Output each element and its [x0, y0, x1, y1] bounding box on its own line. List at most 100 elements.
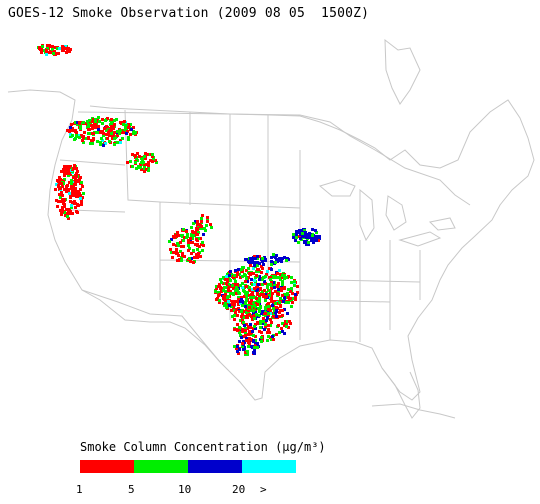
smoke-pixel [250, 338, 253, 341]
smoke-pixel [180, 234, 183, 237]
smoke-pixel [289, 297, 292, 300]
smoke-pixel [264, 259, 267, 262]
smoke-pixel [177, 244, 180, 247]
smoke-pixel [244, 353, 247, 356]
smoke-pixel [121, 129, 124, 132]
smoke-pixel [65, 212, 68, 215]
smoke-pixel [235, 292, 238, 295]
smoke-pixel [242, 348, 245, 351]
smoke-pixel [57, 52, 60, 55]
smoke-pixel [232, 293, 235, 296]
smoke-pixel [284, 320, 287, 323]
smoke-pixel [224, 293, 227, 296]
smoke-pixel [283, 324, 286, 327]
smoke-pixel [199, 255, 202, 258]
smoke-pixel [77, 204, 80, 207]
smoke-pixel [244, 280, 247, 283]
smoke-pixel [80, 203, 83, 206]
smoke-pixel [264, 314, 267, 317]
smoke-pixel [246, 314, 249, 317]
smoke-pixel [262, 312, 265, 315]
smoke-pixel [74, 121, 77, 124]
smoke-pixel [59, 187, 62, 190]
smoke-pixel [58, 47, 61, 50]
smoke-pixel [273, 310, 276, 313]
smoke-pixel [281, 314, 284, 317]
smoke-pixel [69, 133, 72, 136]
smoke-pixel [314, 229, 317, 232]
smoke-pixel [259, 322, 262, 325]
smoke-pixel [143, 167, 146, 170]
smoke-pixel [251, 288, 254, 291]
smoke-pixel [247, 309, 250, 312]
smoke-pixel [68, 208, 71, 211]
smoke-pixel [72, 167, 75, 170]
smoke-pixel [292, 233, 295, 236]
smoke-pixel [242, 321, 245, 324]
smoke-pixel [134, 156, 137, 159]
smoke-pixel [254, 257, 257, 260]
smoke-pixel [97, 116, 100, 119]
smoke-pixel [218, 283, 221, 286]
smoke-pixel [245, 339, 248, 342]
smoke-pixel [190, 233, 193, 236]
smoke-pixel [119, 139, 122, 142]
smoke-pixel [69, 48, 72, 51]
smoke-pixel [241, 282, 244, 285]
smoke-pixel [96, 140, 99, 143]
smoke-pixel [46, 44, 49, 47]
smoke-pixel [277, 288, 280, 291]
smoke-pixel [258, 255, 261, 258]
smoke-pixel [228, 274, 231, 277]
smoke-pixel [255, 297, 258, 300]
smoke-pixel [252, 334, 255, 337]
smoke-pixel [264, 275, 267, 278]
smoke-pixel [234, 289, 237, 292]
smoke-pixel [275, 276, 278, 279]
smoke-pixel [215, 298, 218, 301]
smoke-pixel [238, 310, 241, 313]
smoke-pixel [197, 237, 200, 240]
smoke-pixel [88, 119, 91, 122]
smoke-pixel [278, 331, 281, 334]
smoke-pixel [260, 293, 263, 296]
smoke-pixel [245, 308, 248, 311]
smoke-pixel [54, 46, 57, 49]
smoke-pixel [70, 123, 73, 126]
smoke-pixel [272, 255, 275, 258]
smoke-pixel [274, 256, 277, 259]
smoke-pixel [237, 352, 240, 355]
smoke-pixel [254, 344, 257, 347]
smoke-pixel [127, 126, 130, 129]
smoke-pixel [116, 130, 119, 133]
smoke-pixel [293, 284, 296, 287]
smoke-pixel [261, 278, 264, 281]
smoke-pixel [265, 293, 268, 296]
smoke-pixel [226, 273, 229, 276]
smoke-pixel [256, 300, 259, 303]
smoke-pixel [246, 327, 249, 330]
smoke-pixel [243, 346, 246, 349]
smoke-pixel [271, 304, 274, 307]
smoke-pixel [286, 320, 289, 323]
smoke-pixel [99, 143, 102, 146]
smoke-pixel [38, 46, 41, 49]
smoke-pixel [186, 233, 189, 236]
smoke-pixel [250, 278, 253, 281]
smoke-pixel [223, 304, 226, 307]
smoke-pixel [234, 280, 237, 283]
smoke-pixel [68, 181, 71, 184]
smoke-pixel [82, 192, 85, 195]
smoke-pixel [219, 278, 222, 281]
smoke-pixel [247, 286, 250, 289]
smoke-pixel [250, 299, 253, 302]
smoke-pixel [279, 273, 282, 276]
smoke-pixel [246, 280, 249, 283]
smoke-pixel [236, 329, 239, 332]
smoke-pixel [246, 350, 249, 353]
smoke-pixel [246, 291, 249, 294]
smoke-pixel [176, 242, 179, 245]
smoke-pixel [222, 295, 225, 298]
smoke-pixel [245, 269, 248, 272]
smoke-pixel [231, 315, 234, 318]
